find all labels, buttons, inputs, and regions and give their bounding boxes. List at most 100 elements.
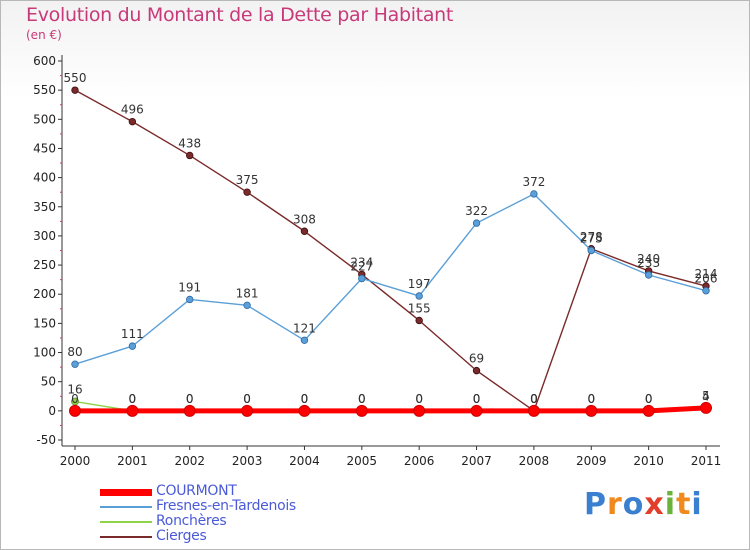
- data-label: 121: [293, 321, 316, 335]
- y-tick-label: 450: [33, 141, 56, 155]
- x-tick-label: 2004: [289, 454, 320, 468]
- data-point: [300, 336, 309, 344]
- data-point: [355, 404, 368, 417]
- legend-label: Ronchères: [156, 513, 227, 529]
- data-label: 0: [587, 392, 595, 406]
- data-label: 0: [358, 392, 366, 406]
- data-label: 375: [236, 173, 259, 187]
- y-tick-label: 250: [33, 258, 56, 272]
- x-tick-label: 2005: [347, 454, 378, 468]
- data-label: 275: [580, 232, 603, 246]
- data-label: 278: [580, 230, 603, 244]
- data-label: 191: [178, 280, 201, 294]
- data-point: [186, 151, 194, 160]
- x-tick-label: 2006: [404, 454, 435, 468]
- data-point: [71, 360, 79, 368]
- data-label: 80: [67, 345, 82, 359]
- x-tick-label: 2010: [633, 454, 664, 468]
- x-tick-label: 2008: [519, 454, 550, 468]
- data-label: 0: [129, 392, 137, 406]
- data-label: 0: [186, 392, 194, 406]
- logo-letter: r: [607, 487, 623, 522]
- legend-swatch: [100, 521, 152, 523]
- data-point: [587, 246, 595, 255]
- y-tick-label: 0: [48, 404, 56, 418]
- line-chart: -500501001502002503003504004505005506002…: [33, 54, 721, 468]
- data-point: [530, 190, 538, 198]
- data-label: 496: [121, 103, 144, 117]
- data-label: 372: [522, 175, 545, 189]
- data-label: 0: [129, 392, 137, 406]
- x-tick-label: 2003: [232, 454, 263, 468]
- data-label: 322: [465, 204, 488, 218]
- data-label: 234: [350, 255, 373, 269]
- series-layer: [69, 86, 712, 417]
- data-point: [69, 404, 81, 417]
- logo-letter: o: [622, 487, 645, 522]
- data-label: 181: [236, 286, 259, 300]
- data-point: [472, 219, 481, 227]
- data-label: 0: [415, 392, 423, 406]
- data-point: [128, 117, 137, 126]
- data-label: 0: [243, 392, 251, 406]
- logo-letter: P: [584, 487, 607, 522]
- data-label: 0: [587, 392, 595, 406]
- data-label: 0: [358, 392, 366, 406]
- data-point: [415, 292, 423, 300]
- data-label: 550: [64, 71, 87, 85]
- data-point: [415, 316, 423, 325]
- data-point: [300, 227, 309, 235]
- data-label: 240: [637, 252, 660, 266]
- data-point: [700, 401, 712, 414]
- data-label: 0: [473, 392, 481, 406]
- data-label: 0: [530, 392, 538, 406]
- data-label: 0: [530, 392, 538, 406]
- legend-swatch: [100, 506, 152, 508]
- data-labels: 0 0 0 0 0 0 0 0 0 0 0 5 80 111 191 181 121 227 197 322 372 27…: [64, 71, 718, 406]
- data-point: [128, 342, 137, 350]
- series-line-fresnes-en-tardenois: [74, 193, 707, 365]
- data-label: 0: [186, 392, 194, 406]
- data-point: [71, 86, 79, 94]
- data-point: [243, 188, 251, 196]
- data-label: 0: [645, 392, 653, 406]
- y-tick-label: 300: [33, 229, 56, 243]
- data-label: 197: [408, 277, 431, 291]
- data-label: 0: [301, 392, 309, 406]
- data-label: 155: [408, 301, 431, 315]
- data-label: 0: [473, 392, 481, 406]
- series-line-courmont: [75, 405, 707, 414]
- data-label: 0: [301, 392, 309, 406]
- data-label: 0: [530, 392, 538, 406]
- data-point: [358, 274, 366, 283]
- legend-label: Fresnes-en-Tardenois: [156, 498, 296, 514]
- data-label: 227: [350, 259, 373, 273]
- data-label: 0: [243, 392, 251, 406]
- y-tick-label: 600: [33, 54, 56, 68]
- data-label: 0: [415, 392, 423, 406]
- data-label: 16: [67, 383, 82, 397]
- data-label: 214: [695, 267, 718, 281]
- y-tick-label: 550: [33, 83, 56, 97]
- x-tick-label: 2001: [117, 454, 148, 468]
- legend-label: Cierges: [156, 528, 207, 544]
- data-label: 0: [71, 392, 79, 406]
- legend-swatch: [100, 489, 152, 496]
- data-point: [126, 404, 139, 417]
- series-line-cierges: [74, 89, 707, 412]
- x-tick-label: 2002: [174, 454, 205, 468]
- logo-letter: x: [644, 487, 665, 522]
- data-point: [644, 271, 653, 279]
- y-tick-label: 150: [33, 316, 56, 330]
- data-point: [243, 301, 251, 310]
- data-point: [298, 404, 311, 417]
- axes: -500501001502002503003504004505005506002…: [33, 54, 721, 468]
- data-point: [470, 404, 483, 417]
- y-tick-label: 200: [33, 287, 56, 301]
- y-tick-label: -50: [36, 433, 56, 447]
- y-tick-label: 100: [33, 346, 56, 360]
- y-tick-label: 50: [41, 375, 56, 389]
- data-label: 0: [645, 392, 653, 406]
- chart-title: Evolution du Montant de la Dette par Hab…: [26, 4, 454, 26]
